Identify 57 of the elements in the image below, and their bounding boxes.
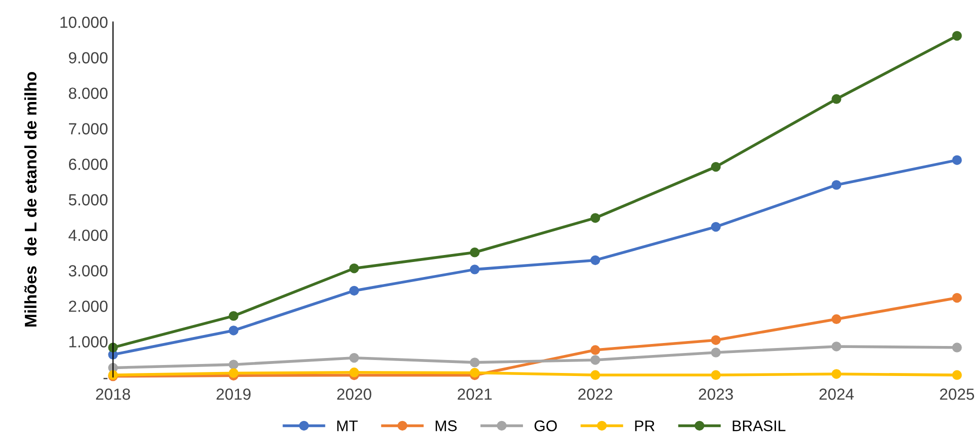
y-tick-label: - [104,378,108,380]
point [710,335,721,345]
point [590,255,600,266]
point [952,30,962,41]
point [832,369,842,379]
x-tick-label: 2025 [940,388,974,400]
legend-label: BRASIL [732,420,786,432]
point [590,355,600,365]
x-tick-label: 2022 [578,388,612,400]
point [832,342,842,352]
point [470,248,480,258]
y-tick-label: 7.000 [68,123,108,134]
point [710,370,721,380]
point [228,360,238,370]
point [349,286,360,296]
point [590,345,600,355]
point [590,213,600,223]
point [590,370,600,380]
x-tick-label: 2023 [698,388,733,400]
legend-label: PR [635,420,654,432]
point [470,358,480,368]
legend-label: GO [534,420,557,432]
y-tick-label: 6.000 [68,158,108,170]
point [228,311,238,321]
point [832,314,842,324]
point [952,370,962,380]
legend-label: MT [337,420,358,432]
point [952,155,962,165]
x-tick-label: 2021 [458,388,492,400]
x-tick-label: 2019 [216,388,251,400]
point [710,348,721,358]
point [710,222,721,232]
point [952,292,962,303]
point [349,352,360,363]
y-tick-label: 1.000 [69,336,108,348]
point [832,180,842,190]
point [470,264,480,274]
y-tick-label: 4.000 [68,230,108,241]
x-tick-label: 2018 [96,388,130,400]
y-tick-label: 8.000 [68,88,108,99]
x-tick-label: 2024 [819,388,854,400]
point [349,368,360,378]
y-tick-label: 5.000 [68,194,108,206]
point [832,94,842,104]
point [710,162,721,172]
point [228,368,238,378]
y-tick-label: 10.000 [60,16,108,28]
point [349,264,360,274]
y-axis-title: Milhões de L de etanol de milho [24,72,37,326]
y-tick-label: 9.000 [68,52,108,64]
point [228,326,238,336]
point [470,368,480,378]
y-tick-label: 2.000 [68,300,108,312]
point [952,342,962,352]
x-tick-label: 2020 [337,388,372,400]
y-tick-label: 3.000 [68,265,108,276]
legend-label: MS [436,420,457,432]
